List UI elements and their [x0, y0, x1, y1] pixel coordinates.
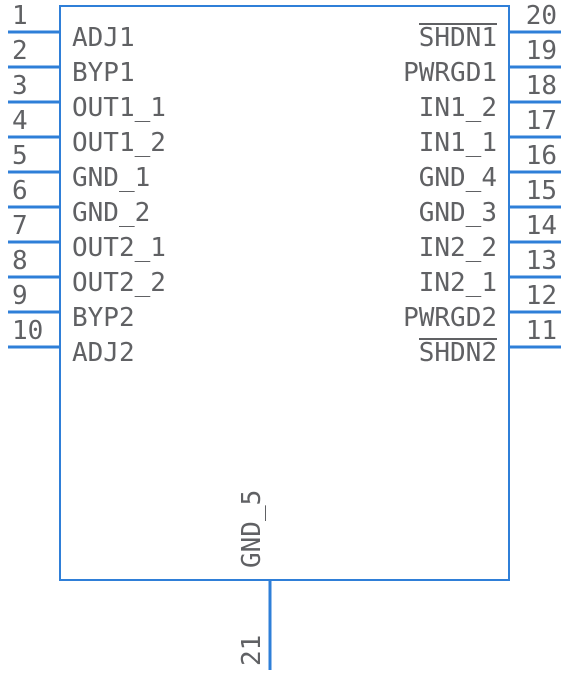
- pin-number-17: 17: [526, 106, 557, 136]
- pin-number-16: 16: [526, 141, 557, 171]
- pin-label-21: GND_5: [237, 490, 267, 568]
- pin-number-6: 6: [12, 176, 28, 206]
- pin-label-18: IN1_2: [419, 93, 497, 123]
- pin-number-19: 19: [526, 36, 557, 66]
- pin-number-8: 8: [12, 246, 28, 276]
- ic-pinout-diagram: 1 ADJ1 2 BYP1 3 OUT1_1 4 OUT1_2 5 GND_1 6 GND_2 7 OUT…: [0, 0, 568, 692]
- pin-number-3: 3: [12, 71, 28, 101]
- pin-label-20: SHDN1: [419, 23, 497, 53]
- pin-number-12: 12: [526, 281, 557, 311]
- pin-label-4: OUT1_2: [72, 128, 166, 158]
- pin-number-7: 7: [12, 211, 28, 241]
- pin-label-10: ADJ2: [72, 338, 135, 368]
- pin-number-18: 18: [526, 71, 557, 101]
- pin-number-4: 4: [12, 106, 28, 136]
- pin-number-11: 11: [526, 316, 557, 346]
- pin-number-1: 1: [12, 1, 28, 31]
- pin-label-9: BYP2: [72, 303, 135, 333]
- pin-label-14: IN2_2: [419, 233, 497, 263]
- pin-number-2: 2: [12, 36, 28, 66]
- pin-label-15: GND_3: [419, 198, 497, 228]
- pin-label-16: GND_4: [419, 163, 497, 193]
- pin-label-13: IN2_1: [419, 268, 497, 298]
- pin-label-6: GND_2: [72, 198, 150, 228]
- pin-label-19: PWRGD1: [403, 58, 497, 88]
- pin-number-15: 15: [526, 176, 557, 206]
- pin-number-9: 9: [12, 281, 28, 311]
- pin-label-5: GND_1: [72, 163, 150, 193]
- pin-label-2: BYP1: [72, 58, 135, 88]
- pin-number-14: 14: [526, 211, 557, 241]
- pin-number-21: 21: [237, 635, 267, 666]
- pin-number-10: 10: [12, 316, 43, 346]
- pin-label-17: IN1_1: [419, 128, 497, 158]
- pin-label-12: PWRGD2: [403, 303, 497, 333]
- pin-label-3: OUT1_1: [72, 93, 166, 123]
- pin-label-7: OUT2_1: [72, 233, 166, 263]
- pin-label-8: OUT2_2: [72, 268, 166, 298]
- pin-number-13: 13: [526, 246, 557, 276]
- pin-number-20: 20: [526, 1, 557, 31]
- pin-number-5: 5: [12, 141, 28, 171]
- pin-label-11: SHDN2: [419, 338, 497, 368]
- pin-label-1: ADJ1: [72, 23, 135, 53]
